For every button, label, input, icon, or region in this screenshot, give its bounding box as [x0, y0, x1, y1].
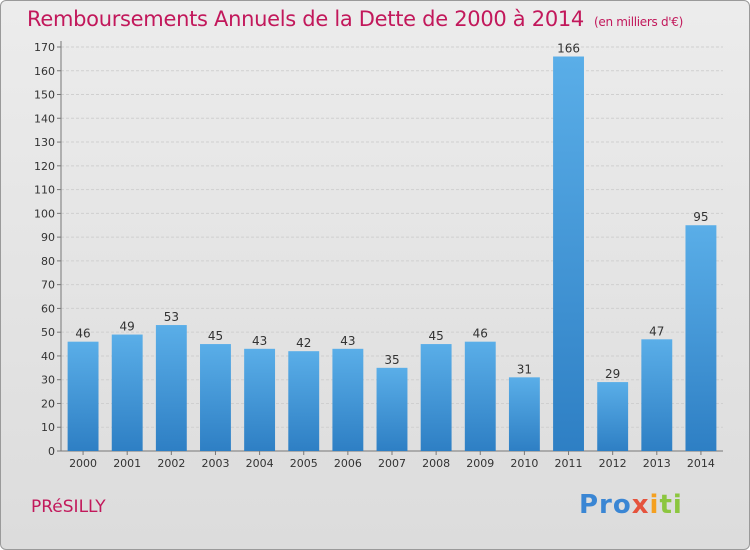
x-tick-label: 2013 — [643, 457, 671, 470]
bar-2014 — [685, 225, 717, 451]
x-tick-label: 2004 — [246, 457, 274, 470]
bar-value-label: 46 — [75, 327, 90, 341]
bar-value-label: 45 — [428, 329, 443, 343]
x-tick-label: 2006 — [334, 457, 362, 470]
logo-part-i: i — [649, 490, 660, 520]
x-tick-label: 2005 — [290, 457, 318, 470]
bar-value-label: 43 — [252, 334, 267, 348]
y-tick-label: 70 — [41, 279, 55, 292]
commune-name: PRéSILLY — [31, 497, 106, 517]
logo-part-ti: ti — [659, 490, 683, 520]
y-tick-label: 90 — [41, 231, 55, 244]
bar-2009 — [464, 341, 496, 451]
y-tick-label: 40 — [41, 350, 55, 363]
y-tick-label: 0 — [48, 445, 55, 458]
x-tick-label: 2008 — [422, 457, 450, 470]
bar-2005 — [288, 351, 320, 451]
x-tick-label: 2014 — [687, 457, 715, 470]
x-tick-label: 2011 — [555, 457, 583, 470]
bar-2003 — [200, 344, 231, 451]
x-tick-label: 2001 — [113, 457, 141, 470]
proxiti-logo: Proxiti — [579, 490, 683, 520]
y-tick-label: 50 — [41, 326, 55, 339]
x-tick-label: 2002 — [157, 457, 185, 470]
bar-value-label: 42 — [296, 336, 311, 350]
bar-2000 — [67, 341, 99, 451]
bar-value-label: 45 — [208, 329, 223, 343]
x-tick-label: 2009 — [466, 457, 494, 470]
bar-2010 — [508, 377, 540, 451]
bar-value-label: 43 — [340, 334, 355, 348]
bar-value-label: 166 — [557, 42, 580, 56]
bar-2007 — [376, 367, 408, 451]
x-tick-label: 2003 — [201, 457, 229, 470]
x-tick-label: 2012 — [599, 457, 627, 470]
bar-value-label: 49 — [120, 320, 135, 334]
bar-value-label: 29 — [605, 367, 620, 381]
bar-2013 — [641, 339, 673, 451]
bar-2002 — [155, 325, 187, 451]
bar-value-label: 47 — [649, 324, 664, 338]
y-tick-label: 80 — [41, 255, 55, 268]
chart-unit: (en milliers d'€) — [594, 15, 684, 29]
bar-chart: 0 10 20 30 40 50 60 70 80 90 100 110 120 130 140 150 160… — [34, 41, 723, 470]
chart-title-text: Remboursements Annuels de la Dette de 20… — [27, 7, 584, 31]
logo-part-pro: Pro — [579, 490, 632, 520]
y-tick-label: 140 — [34, 112, 55, 125]
bar-layer — [67, 56, 717, 451]
logo-part-x: x — [631, 490, 650, 520]
bar-2001 — [111, 334, 143, 451]
chart-title: Remboursements Annuels de la Dette de 20… — [27, 7, 683, 31]
y-tick-label: 150 — [34, 89, 55, 102]
x-tick-label: 2000 — [69, 457, 97, 470]
bar-value-label: 35 — [384, 353, 399, 367]
y-tick-label: 120 — [34, 160, 55, 173]
bar-2011 — [553, 56, 584, 451]
bar-2006 — [332, 348, 364, 451]
x-tick-label: 2010 — [510, 457, 538, 470]
bar-2012 — [597, 382, 629, 451]
y-tick-label: 130 — [34, 136, 55, 149]
y-tick-label: 20 — [41, 397, 55, 410]
x-tick-label: 2007 — [378, 457, 406, 470]
y-tick-label: 160 — [34, 65, 55, 78]
bar-value-label: 46 — [473, 327, 488, 341]
bar-2008 — [420, 344, 452, 451]
y-tick-label: 110 — [34, 184, 55, 197]
bar-value-label: 53 — [164, 310, 179, 324]
y-tick-label: 100 — [34, 207, 55, 220]
bar-value-label: 95 — [693, 210, 708, 224]
label-layer: 0 10 20 30 40 50 60 70 80 90 100 110 120 130 140 150 160… — [34, 41, 715, 470]
y-tick-label: 170 — [34, 41, 55, 54]
y-tick-label: 30 — [41, 374, 55, 387]
bar-value-label: 31 — [517, 362, 532, 376]
bar-2004 — [244, 348, 276, 451]
y-tick-label: 60 — [41, 302, 55, 315]
y-tick-label: 10 — [41, 421, 55, 434]
